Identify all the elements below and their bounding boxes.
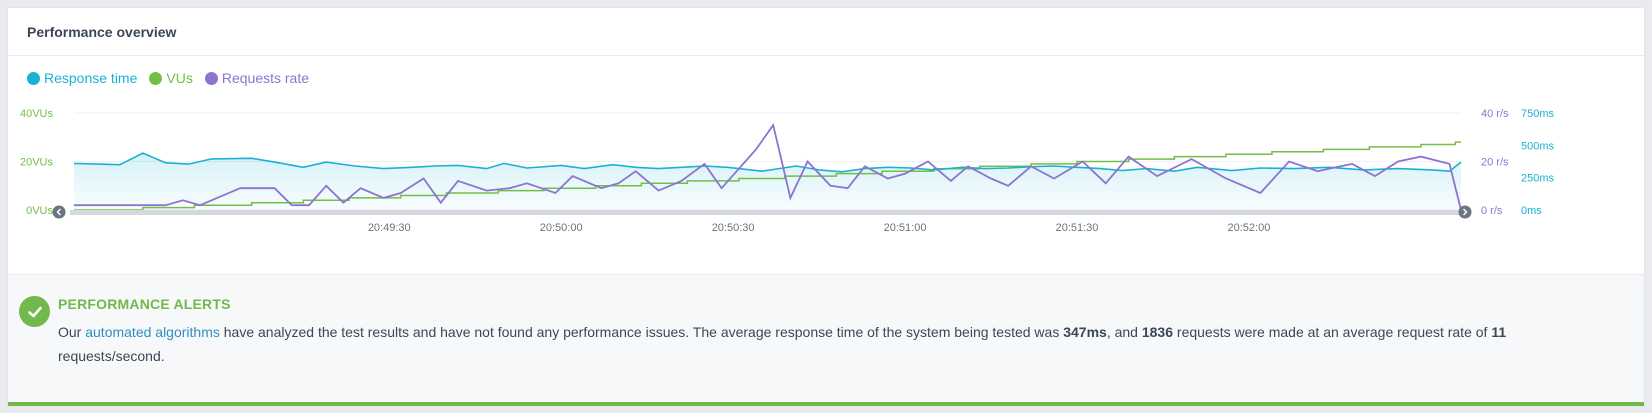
chart-scrollbar-track	[70, 210, 1465, 215]
legend-label-response-time: Response time	[44, 70, 138, 86]
success-check-icon	[19, 296, 50, 327]
requests-rate-dot-icon	[204, 71, 218, 85]
legend-item-requests-rate[interactable]: Requests rate	[204, 70, 310, 86]
panel-title: Performance overview	[8, 8, 1644, 56]
scroll-right-icon[interactable]	[1458, 205, 1472, 219]
alerts-title: PERFORMANCE ALERTS	[58, 296, 231, 312]
x-axis-tick-5: 20:52:00	[1228, 222, 1271, 234]
avg-response-time-value: 347ms	[1063, 324, 1107, 340]
vus-axis-tick-0: 0VUs	[26, 205, 53, 217]
vus-axis-tick-1: 20VUs	[20, 157, 54, 169]
legend-label-vus: VUs	[166, 70, 193, 86]
vus-series-line	[74, 141, 1461, 211]
request-count-value: 1836	[1141, 324, 1174, 340]
alerts-message: Our automated algorithms have analyzed t…	[58, 320, 1508, 368]
scroll-right-icon-chevron	[1462, 208, 1468, 216]
x-axis-tick-3: 20:51:00	[884, 222, 927, 234]
response-time-series-line	[73, 152, 1462, 173]
x-axis-tick-0: 20:49:30	[368, 222, 411, 234]
performance-overview-panel: Performance overview Response time VUs R…	[7, 7, 1645, 407]
response-axis-tick-2: 500ms	[1521, 140, 1555, 152]
avg-request-rate-value: 11	[1491, 324, 1507, 340]
alerts-text-part-4: requests/second.	[58, 348, 165, 364]
response-axis-tick-0: 0ms	[1521, 205, 1542, 217]
alerts-text-part-1: have analyzed the test results and have …	[223, 324, 1060, 340]
scroll-left-icon-chevron	[56, 208, 62, 216]
scroll-left-icon[interactable]	[52, 205, 66, 219]
response-time-dot-icon	[27, 71, 40, 85]
legend-label-requests-rate: Requests rate	[221, 70, 310, 86]
automated-algorithms-link[interactable]: automated algorithms	[85, 324, 220, 340]
alerts-text-prefix: Our	[58, 324, 82, 340]
performance-alerts: PERFORMANCE ALERTS Our automated algorit…	[8, 274, 1644, 406]
x-axis-tick-1: 20:50:00	[540, 222, 583, 234]
x-axis-tick-4: 20:51:30	[1056, 222, 1099, 234]
requests-rate-series-line	[74, 122, 1462, 211]
vus-dot-icon	[149, 71, 163, 85]
x-axis-tick-2: 20:50:30	[712, 222, 755, 234]
performance-chart: 0VUs 20VUs 40VUs 0 r/s 20 r/s 40 r/s 0ms 250ms 5…	[20, 108, 1555, 234]
requests-axis-tick-1: 20 r/s	[1481, 157, 1509, 169]
requests-axis-tick-0: 0 r/s	[1481, 205, 1503, 217]
legend-item-response-time[interactable]: Response time	[27, 70, 137, 86]
requests-axis-tick-2: 40 r/s	[1481, 108, 1509, 120]
alerts-status-bar	[8, 402, 1644, 406]
alerts-text-part-3: requests were made at an average request…	[1176, 324, 1488, 340]
legend-item-vus[interactable]: VUs	[149, 70, 193, 86]
chart-legend: Response time VUs Requests rate	[27, 70, 309, 86]
response-axis-tick-3: 750ms	[1521, 108, 1555, 120]
alerts-text-part-2: , and	[1106, 324, 1138, 340]
vus-axis-tick-2: 40VUs	[20, 108, 54, 120]
response-axis-tick-1: 250ms	[1521, 173, 1555, 185]
